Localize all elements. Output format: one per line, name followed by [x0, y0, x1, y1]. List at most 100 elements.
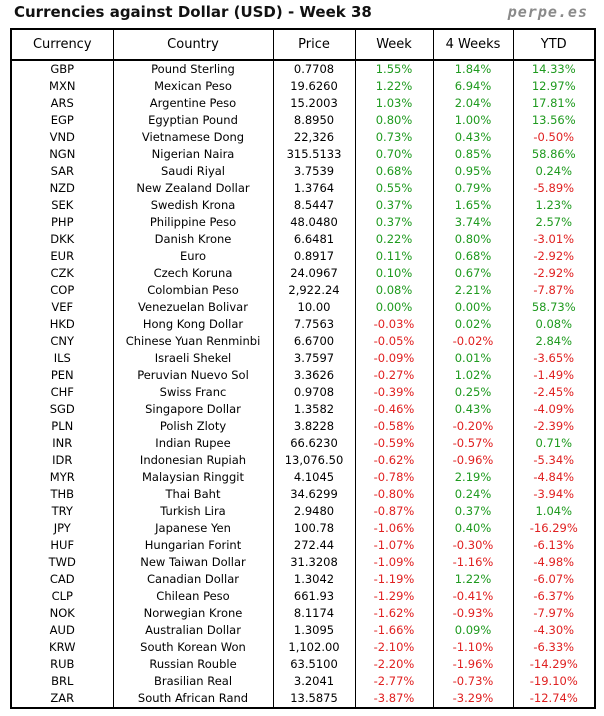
cell: 0.68%	[354, 163, 433, 180]
cell: 48.0480	[272, 214, 355, 231]
cell: 0.43%	[432, 401, 513, 418]
cell: -16.29%	[512, 520, 595, 537]
cell: PLN	[10, 418, 113, 435]
cell: -0.46%	[354, 401, 433, 418]
cell: 0.79%	[432, 180, 513, 197]
cell: SEK	[10, 197, 113, 214]
cell: 2,922.24	[272, 282, 355, 299]
cell: 1.3095	[272, 622, 355, 639]
cell: -0.80%	[354, 486, 433, 503]
cell: 3.8228	[272, 418, 355, 435]
table-row: NOK Norwegian Krone 8.1174 -1.62% -0.93% -7.9…	[10, 605, 595, 622]
cell: 58.73%	[512, 299, 595, 316]
cell: ZAR	[10, 690, 113, 708]
table-row: TRY Turkish Lira 2.9480 -0.87% 0.37% 1.04%	[10, 503, 595, 520]
table-row: MXN Mexican Peso 19.6260 1.22% 6.94% 12.97%	[10, 78, 595, 95]
cell: Peruvian Nuevo Sol	[112, 367, 273, 384]
cell: 0.68%	[432, 248, 513, 265]
table-row: NGN Nigerian Naira 315.5133 0.70% 0.85% 58.86…	[10, 146, 595, 163]
cell: 0.22%	[354, 231, 433, 248]
cell: -0.58%	[354, 418, 433, 435]
cell: Mexican Peso	[112, 78, 273, 95]
cell: -5.34%	[512, 452, 595, 469]
site-name: perpe.es	[507, 3, 588, 21]
cell: 4.1045	[272, 469, 355, 486]
cell: Chinese Yuan Renminbi	[112, 333, 273, 350]
cell: 1.03%	[354, 95, 433, 112]
cell: -0.41%	[432, 588, 513, 605]
cell: 0.8917	[272, 248, 355, 265]
cell: Venezuelan Bolivar	[112, 299, 273, 316]
cell: 3.3626	[272, 367, 355, 384]
table-row: VEF Venezuelan Bolivar 10.00 0.00% 0.00% 58.7…	[10, 299, 595, 316]
cell: 100.78	[272, 520, 355, 537]
cell: BRL	[10, 673, 113, 690]
cell: -0.62%	[354, 452, 433, 469]
cell: 0.55%	[354, 180, 433, 197]
cell: EUR	[10, 248, 113, 265]
table-row: INR Indian Rupee 66.6230 -0.59% -0.57% 0.71%	[10, 435, 595, 452]
cell: NZD	[10, 180, 113, 197]
cell: 1.00%	[432, 112, 513, 129]
cell: -0.57%	[432, 435, 513, 452]
cell: -1.66%	[354, 622, 433, 639]
cell: 0.9708	[272, 384, 355, 401]
cell: -0.03%	[354, 316, 433, 333]
cell: 8.5447	[272, 197, 355, 214]
cell: 58.86%	[512, 146, 595, 163]
cell: -2.20%	[354, 656, 433, 673]
cell: 31.3208	[272, 554, 355, 571]
table-row: NZD New Zealand Dollar 1.3764 0.55% 0.79% -5.…	[10, 180, 595, 197]
cell: 0.37%	[354, 197, 433, 214]
cell: 19.6260	[272, 78, 355, 95]
cell: 2.84%	[512, 333, 595, 350]
cell: -1.10%	[432, 639, 513, 656]
table-row: HUF Hungarian Forint 272.44 -1.07% -0.30% -6.…	[10, 537, 595, 554]
cell: -19.10%	[512, 673, 595, 690]
cell: 3.7597	[272, 350, 355, 367]
cell: 8.8950	[272, 112, 355, 129]
table-row: EUR Euro 0.8917 0.11% 0.68% -2.92%	[10, 248, 595, 265]
cell: THB	[10, 486, 113, 503]
cell: 8.1174	[272, 605, 355, 622]
cell: CZK	[10, 265, 113, 282]
cell: HKD	[10, 316, 113, 333]
cell: -0.20%	[432, 418, 513, 435]
cell: 6.94%	[432, 78, 513, 95]
cell: -6.33%	[512, 639, 595, 656]
cell: New Taiwan Dollar	[112, 554, 273, 571]
cell: Czech Koruna	[112, 265, 273, 282]
cell: Philippine Peso	[112, 214, 273, 231]
header-row: Currency Country Price Week 4 Weeks YTD	[10, 29, 595, 61]
cell: -7.97%	[512, 605, 595, 622]
cell: CHF	[10, 384, 113, 401]
table-row: CNY Chinese Yuan Renminbi 6.6700 -0.05% -0.0…	[10, 333, 595, 350]
cell: 0.25%	[432, 384, 513, 401]
cell: 0.24%	[432, 486, 513, 503]
cell: INR	[10, 435, 113, 452]
table-body: GBP Pound Sterling 0.7708 1.55% 1.84% 14.33% M…	[10, 60, 595, 708]
cell: -2.92%	[512, 248, 595, 265]
cell: -0.87%	[354, 503, 433, 520]
cell: 1.3764	[272, 180, 355, 197]
cell: 2.57%	[512, 214, 595, 231]
cell: 13,076.50	[272, 452, 355, 469]
cell: -1.49%	[512, 367, 595, 384]
cell: 15.2003	[272, 95, 355, 112]
cell: 2.19%	[432, 469, 513, 486]
cell: Colombian Peso	[112, 282, 273, 299]
cell: South African Rand	[112, 690, 273, 708]
cell: 1.02%	[432, 367, 513, 384]
table-row: ILS Israeli Shekel 3.7597 -0.09% 0.01% -3.65%	[10, 350, 595, 367]
cell: PEN	[10, 367, 113, 384]
cell: -0.93%	[432, 605, 513, 622]
column-header: Price	[272, 29, 355, 61]
cell: 0.85%	[432, 146, 513, 163]
cell: 272.44	[272, 537, 355, 554]
cell: VEF	[10, 299, 113, 316]
cell: -5.89%	[512, 180, 595, 197]
cell: 12.97%	[512, 78, 595, 95]
table-row: PEN Peruvian Nuevo Sol 3.3626 -0.27% 1.02% -1…	[10, 367, 595, 384]
cell: PHP	[10, 214, 113, 231]
